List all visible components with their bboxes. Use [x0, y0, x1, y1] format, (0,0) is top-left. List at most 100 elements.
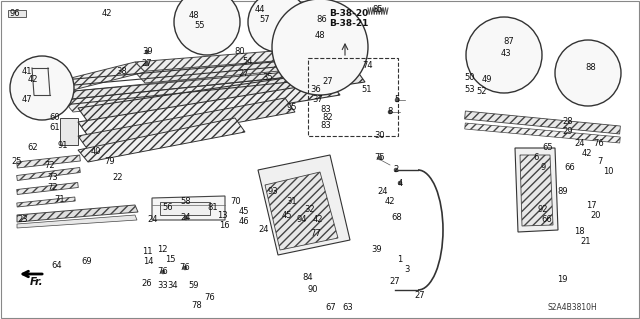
Text: 42: 42 — [313, 216, 323, 225]
Circle shape — [145, 62, 149, 66]
Text: B-38-21: B-38-21 — [330, 19, 369, 28]
Circle shape — [183, 266, 187, 270]
Text: 13: 13 — [217, 211, 227, 219]
Text: 87: 87 — [504, 38, 515, 47]
Polygon shape — [160, 202, 210, 215]
Circle shape — [388, 110, 392, 114]
Polygon shape — [60, 118, 78, 145]
Text: 18: 18 — [573, 227, 584, 236]
Text: 63: 63 — [342, 303, 353, 313]
Text: 88: 88 — [586, 63, 596, 72]
Polygon shape — [515, 148, 558, 232]
Polygon shape — [78, 118, 245, 162]
Text: 17: 17 — [586, 201, 596, 210]
Text: 37: 37 — [312, 95, 323, 105]
Polygon shape — [78, 98, 295, 150]
Text: 35: 35 — [262, 73, 273, 83]
Polygon shape — [8, 10, 26, 17]
Text: 7: 7 — [597, 158, 603, 167]
Text: S2A4B3810H: S2A4B3810H — [547, 303, 597, 313]
Text: 21: 21 — [580, 238, 591, 247]
Text: 42: 42 — [28, 76, 38, 85]
Text: 64: 64 — [52, 261, 62, 270]
Text: 93: 93 — [268, 188, 278, 197]
Text: 94: 94 — [297, 216, 307, 225]
Text: 80: 80 — [235, 48, 245, 56]
Text: 68: 68 — [392, 213, 403, 222]
Polygon shape — [17, 215, 137, 228]
Circle shape — [272, 0, 368, 95]
Text: 8: 8 — [387, 108, 393, 116]
Polygon shape — [17, 167, 80, 181]
Text: 86: 86 — [317, 14, 328, 24]
Circle shape — [555, 40, 621, 106]
Text: 76: 76 — [205, 293, 216, 302]
Text: 39: 39 — [143, 48, 154, 56]
Text: 66: 66 — [541, 216, 552, 225]
Circle shape — [394, 168, 398, 172]
Text: 42: 42 — [102, 9, 112, 18]
Text: 77: 77 — [310, 229, 321, 239]
Text: 34: 34 — [168, 280, 179, 290]
Text: 43: 43 — [500, 49, 511, 58]
Text: 47: 47 — [22, 95, 32, 105]
Text: 91: 91 — [58, 140, 68, 150]
Text: 3: 3 — [404, 265, 410, 275]
Text: 24: 24 — [259, 226, 269, 234]
Text: 46: 46 — [239, 218, 250, 226]
Polygon shape — [78, 68, 365, 122]
Text: 85: 85 — [372, 5, 383, 14]
Text: 24: 24 — [575, 138, 585, 147]
Text: 67: 67 — [326, 302, 337, 311]
Text: 83: 83 — [321, 122, 332, 130]
Text: 54: 54 — [243, 57, 253, 66]
Text: 42: 42 — [582, 149, 592, 158]
Text: 83: 83 — [321, 106, 332, 115]
Text: 62: 62 — [28, 144, 38, 152]
Text: 76: 76 — [157, 268, 168, 277]
Circle shape — [398, 181, 402, 185]
Text: 79: 79 — [105, 158, 115, 167]
Text: 60: 60 — [50, 114, 60, 122]
Text: 32: 32 — [305, 205, 316, 214]
Text: Fr.: Fr. — [30, 277, 44, 287]
Text: 65: 65 — [543, 144, 554, 152]
Text: 4: 4 — [397, 179, 403, 188]
Text: 5: 5 — [394, 95, 399, 105]
Text: 40: 40 — [91, 147, 101, 157]
Text: 11: 11 — [141, 248, 152, 256]
Text: 51: 51 — [362, 85, 372, 94]
Circle shape — [174, 0, 240, 55]
Text: 6: 6 — [533, 153, 539, 162]
Text: 36: 36 — [310, 85, 321, 94]
Text: 27: 27 — [415, 291, 426, 300]
Text: 39: 39 — [372, 246, 382, 255]
Text: 30: 30 — [374, 130, 385, 139]
Text: 15: 15 — [164, 256, 175, 264]
Text: 27: 27 — [239, 69, 250, 78]
Text: 20: 20 — [591, 211, 601, 219]
Text: 33: 33 — [157, 280, 168, 290]
Text: 78: 78 — [191, 300, 202, 309]
Text: 25: 25 — [12, 158, 22, 167]
Text: 57: 57 — [260, 16, 270, 25]
Text: 38: 38 — [116, 68, 127, 77]
Text: 29: 29 — [563, 128, 573, 137]
Text: 90: 90 — [308, 286, 318, 294]
Text: 70: 70 — [230, 197, 241, 206]
Text: 52: 52 — [477, 87, 487, 97]
Text: 1: 1 — [397, 256, 403, 264]
Text: 31: 31 — [287, 197, 298, 206]
Text: 45: 45 — [282, 211, 292, 219]
Polygon shape — [63, 68, 318, 100]
Text: 76: 76 — [180, 263, 190, 272]
Polygon shape — [63, 62, 145, 90]
Circle shape — [145, 50, 149, 54]
Text: 58: 58 — [180, 197, 191, 206]
Text: 92: 92 — [538, 205, 548, 214]
Polygon shape — [17, 155, 81, 168]
Circle shape — [248, 0, 308, 52]
Polygon shape — [17, 197, 76, 207]
Text: 22: 22 — [113, 174, 124, 182]
Text: 10: 10 — [603, 167, 613, 176]
